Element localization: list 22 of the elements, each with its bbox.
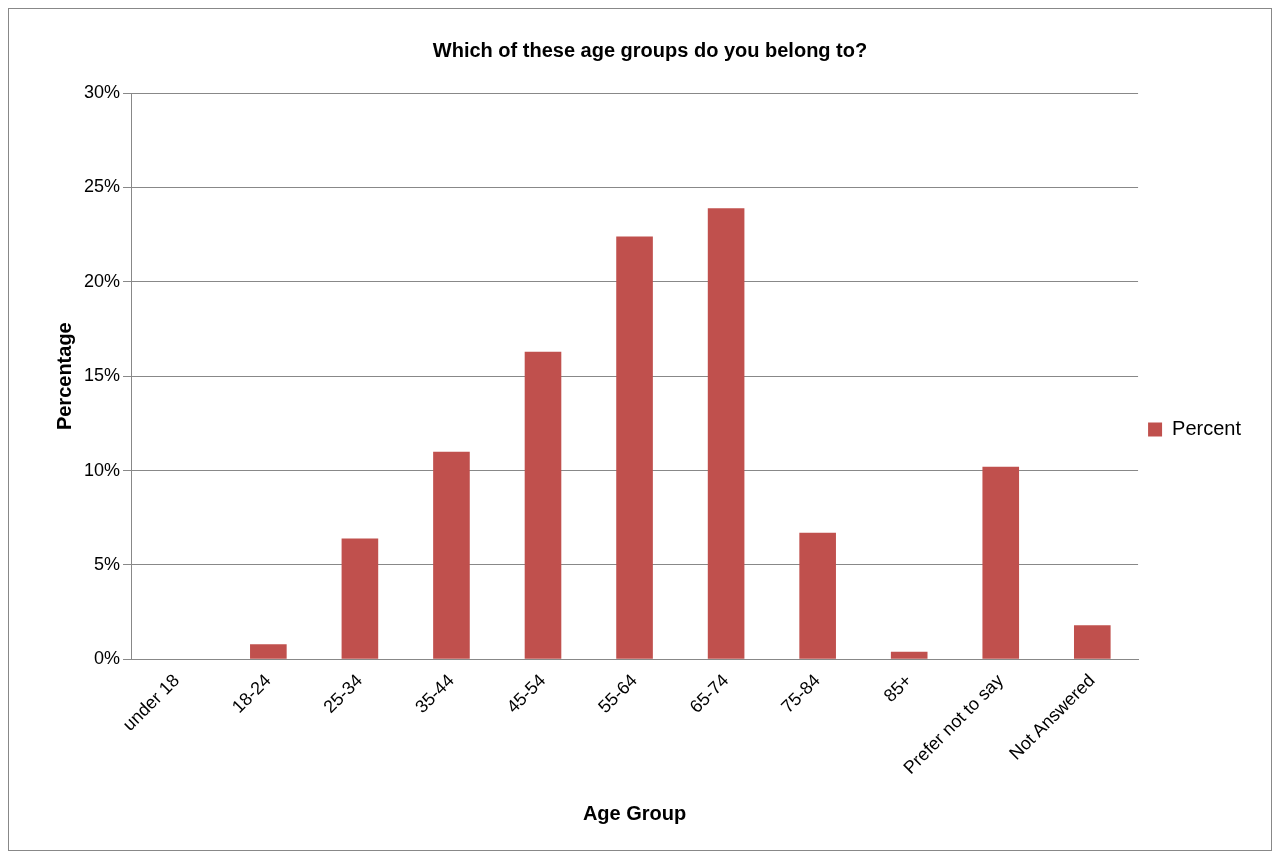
bar [1073,625,1111,659]
bar [524,351,562,659]
bar [341,538,379,659]
bar [799,532,836,659]
y-tick-label: 20% [84,270,121,291]
bar [890,651,928,659]
y-axis-title: Percentage [52,322,75,431]
y-tick-label: 15% [84,365,121,386]
y-tick-label: 5% [94,553,121,574]
y-tick-label: 0% [94,648,121,669]
x-tick-label: 85+ [879,670,916,706]
y-tick-label: 25% [84,176,121,197]
chart-title: Which of these age groups do you belong to? [432,38,868,61]
y-tick-label: 10% [84,459,121,480]
bar [616,236,653,659]
y-tick-label: 30% [84,81,121,102]
bar [250,644,287,659]
bar [707,208,745,659]
bar [433,451,470,659]
legend-label: Percent [1172,417,1242,440]
bar [982,466,1020,659]
x-axis-title: Age Group [582,801,687,824]
